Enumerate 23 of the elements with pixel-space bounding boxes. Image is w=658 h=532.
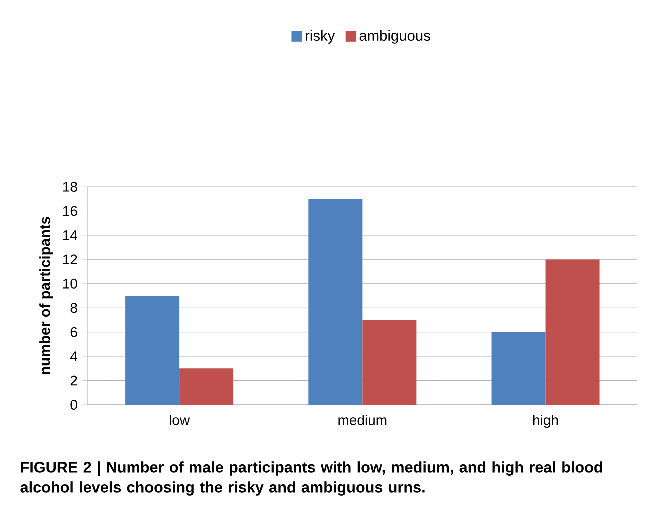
y-tick-label: 16	[63, 206, 78, 216]
x-tick-label: high	[533, 415, 558, 428]
y-tick-label: 8	[70, 303, 78, 314]
y-tick-label: 14	[63, 230, 78, 240]
bar	[546, 260, 600, 405]
x-tick-label: low	[170, 415, 190, 426]
bar	[492, 332, 546, 405]
legend-label: ambiguous	[360, 30, 430, 44]
bar	[126, 296, 180, 405]
y-tick-label: 6	[70, 327, 78, 338]
bar	[308, 199, 363, 405]
x-tick-label: medium	[338, 415, 387, 426]
y-tick-label: 12	[63, 254, 78, 265]
y-tick-label: 4	[70, 352, 78, 362]
y-tick-label: 10	[63, 278, 78, 289]
y-axis-title: number of participants	[40, 217, 54, 374]
bar	[180, 368, 234, 405]
legend-label: risky	[306, 30, 336, 44]
y-tick-label: 2	[70, 376, 78, 386]
caption: FIGURE 2 | Number of male participants with low, medium, and high real blood alcohol levels choosing the risky and ambiguous urns.	[20, 462, 602, 496]
y-tick-label: 18	[63, 182, 78, 192]
bar	[362, 320, 417, 405]
y-tick-label: 0	[70, 400, 78, 410]
